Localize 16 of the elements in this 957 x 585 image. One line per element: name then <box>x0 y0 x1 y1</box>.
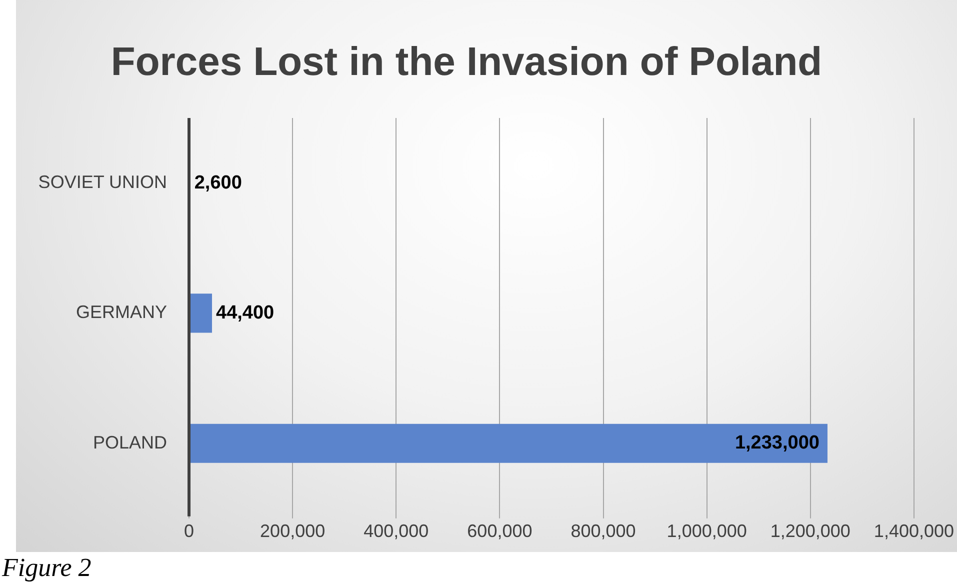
data-label: 1,233,000 <box>734 432 820 454</box>
x-tick-label: 800,000 <box>570 521 636 542</box>
x-tick-label: 1,200,000 <box>770 521 850 542</box>
data-label: 44,400 <box>216 302 274 324</box>
data-label: 2,600 <box>194 172 242 194</box>
x-tick-label: 0 <box>184 521 194 542</box>
x-tick-label: 600,000 <box>467 521 532 542</box>
caption: Figure 2 <box>2 553 92 583</box>
chart-title: Forces Lost in the Invasion of Poland <box>110 40 822 84</box>
x-tick-label: 400,000 <box>364 521 429 542</box>
y-tick-label: GERMANY <box>76 302 168 322</box>
x-tick-label: 1,000,000 <box>666 521 747 542</box>
x-tick-label: 1,400,000 <box>874 521 954 542</box>
y-tick-label: SOVIET UNION <box>38 172 168 192</box>
x-tick-label: 200,000 <box>260 521 326 542</box>
y-tick-label: POLAND <box>92 432 168 452</box>
